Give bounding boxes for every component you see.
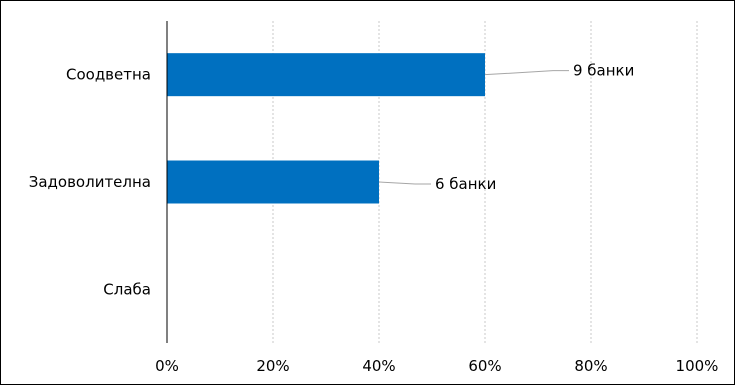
x-tick-label: 100% — [676, 357, 719, 375]
bars — [167, 53, 485, 204]
bar — [167, 160, 379, 204]
axis: 0% 20% 40% 60% 80% 100% — [155, 21, 718, 375]
category-label: Соодветна — [66, 66, 151, 84]
leader-line — [378, 181, 431, 185]
data-label: 9 банки — [573, 62, 634, 80]
x-tick-label: 60% — [468, 357, 501, 375]
x-tick-label: 40% — [362, 357, 395, 375]
bar — [167, 53, 485, 97]
x-tick-label: 20% — [256, 357, 289, 375]
category-label: Задоволителна — [29, 173, 151, 191]
x-tick-label: 80% — [574, 357, 607, 375]
x-tick-label: 0% — [155, 357, 179, 375]
data-label: 6 банки — [435, 175, 496, 193]
labels: Соодветна 9 банки Задоволителна 6 банки Слаб… — [29, 62, 635, 299]
category-label: Слаба — [103, 280, 151, 298]
leader-line — [484, 70, 569, 76]
